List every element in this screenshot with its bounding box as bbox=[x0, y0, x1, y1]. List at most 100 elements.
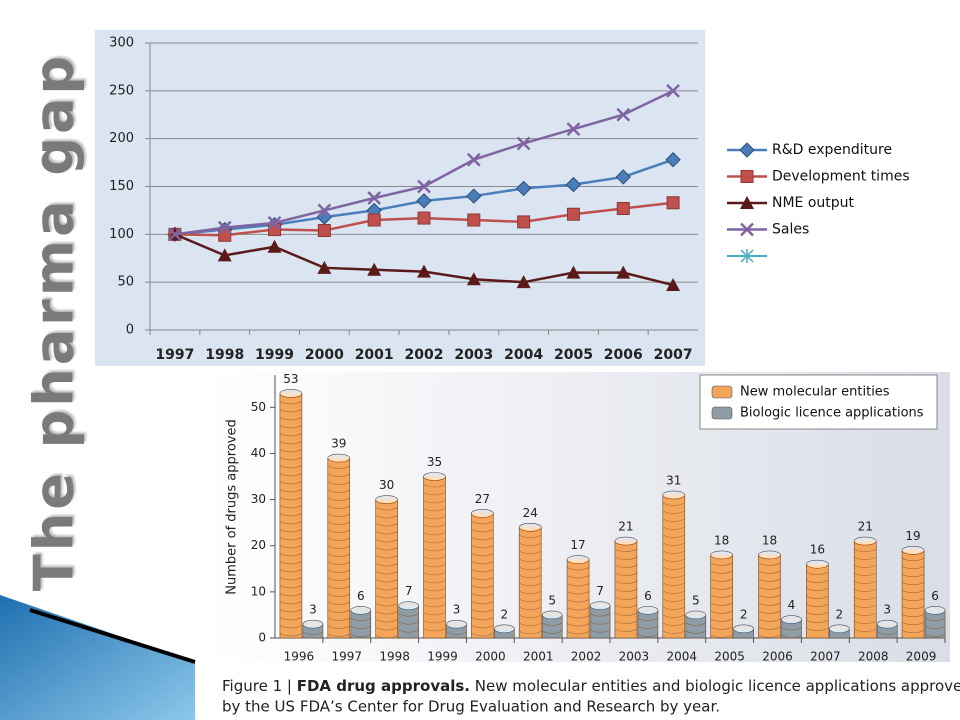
marker bbox=[616, 202, 630, 216]
cap bbox=[302, 619, 324, 629]
ring bbox=[901, 606, 925, 610]
bar bbox=[806, 563, 829, 639]
ring bbox=[806, 587, 829, 591]
data-label: 3 bbox=[309, 603, 317, 617]
ring bbox=[806, 571, 829, 575]
ring bbox=[327, 569, 350, 573]
data-label: 7 bbox=[405, 584, 413, 598]
cap bbox=[541, 610, 563, 620]
ring bbox=[614, 620, 638, 624]
ring bbox=[327, 465, 350, 469]
marker bbox=[565, 176, 582, 193]
marker bbox=[217, 220, 232, 235]
cap bbox=[423, 472, 446, 481]
ring bbox=[375, 515, 398, 519]
ring bbox=[519, 542, 542, 547]
ring bbox=[375, 555, 398, 559]
ring bbox=[519, 622, 542, 627]
bar-group bbox=[471, 509, 494, 639]
ring bbox=[423, 532, 446, 536]
ring bbox=[423, 564, 446, 568]
x-tick-label: 1997 bbox=[155, 347, 194, 363]
ring bbox=[662, 582, 685, 586]
cap bbox=[471, 509, 494, 518]
ring bbox=[423, 492, 446, 496]
marker bbox=[417, 179, 431, 194]
ring bbox=[519, 574, 542, 579]
marker bbox=[666, 196, 680, 210]
ring bbox=[662, 606, 685, 610]
ring bbox=[375, 571, 398, 575]
ring bbox=[327, 593, 350, 597]
ring bbox=[758, 578, 781, 582]
marker bbox=[740, 222, 754, 237]
ring bbox=[327, 617, 350, 621]
cap bbox=[446, 619, 467, 629]
ring bbox=[854, 612, 877, 616]
ring bbox=[279, 569, 303, 573]
ring bbox=[710, 562, 733, 566]
x-tick-label: 2000 bbox=[475, 650, 506, 664]
y-tick-label: 200 bbox=[109, 131, 134, 146]
marker bbox=[168, 227, 182, 242]
ring bbox=[924, 618, 946, 622]
data-label: 3 bbox=[883, 603, 891, 617]
ring bbox=[589, 613, 611, 617]
ring bbox=[279, 561, 303, 565]
ring bbox=[566, 575, 590, 579]
ring bbox=[471, 561, 494, 565]
data-label: 39 bbox=[331, 437, 346, 451]
ring bbox=[685, 622, 706, 626]
ring bbox=[471, 521, 494, 525]
ring bbox=[327, 625, 350, 629]
marker bbox=[740, 196, 754, 209]
cap bbox=[685, 610, 707, 620]
bar-group bbox=[710, 550, 733, 639]
ring bbox=[901, 598, 925, 602]
ring bbox=[566, 567, 590, 571]
ring bbox=[423, 548, 446, 552]
ring bbox=[423, 588, 446, 592]
cap bbox=[494, 624, 515, 634]
ring bbox=[637, 626, 659, 630]
data-label: 3 bbox=[453, 603, 461, 617]
ring bbox=[279, 633, 303, 637]
data-label: 2 bbox=[740, 607, 748, 621]
data-label: 30 bbox=[379, 478, 394, 492]
caption-text: New molecular entities and biologic lice… bbox=[475, 677, 960, 695]
ring bbox=[566, 599, 590, 603]
ring bbox=[519, 566, 542, 571]
legend-box bbox=[699, 374, 938, 430]
marker bbox=[217, 248, 232, 262]
cap bbox=[350, 606, 372, 615]
ring bbox=[350, 618, 371, 622]
ring bbox=[327, 505, 350, 509]
ring bbox=[662, 590, 685, 594]
ring bbox=[710, 610, 733, 614]
bar-group bbox=[901, 546, 925, 639]
ring bbox=[279, 465, 303, 469]
marker bbox=[367, 262, 382, 276]
ring bbox=[471, 625, 494, 629]
ring bbox=[662, 542, 685, 546]
ring bbox=[542, 630, 563, 634]
ring bbox=[781, 635, 802, 639]
marker bbox=[417, 264, 431, 278]
data-label: 5 bbox=[692, 593, 700, 607]
ring bbox=[375, 531, 398, 535]
ring bbox=[471, 545, 494, 549]
bar-group bbox=[637, 606, 659, 639]
ring bbox=[375, 563, 398, 567]
bar-group bbox=[876, 619, 898, 639]
ring bbox=[279, 521, 303, 525]
ring bbox=[423, 620, 446, 624]
ring bbox=[854, 564, 877, 568]
data-label: 18 bbox=[714, 533, 729, 547]
data-label: 5 bbox=[548, 593, 556, 607]
y-tick-label: 20 bbox=[251, 538, 266, 552]
ring bbox=[279, 577, 303, 581]
ring bbox=[710, 594, 733, 598]
ring bbox=[806, 619, 829, 623]
ring bbox=[566, 607, 590, 611]
ring bbox=[519, 590, 542, 595]
